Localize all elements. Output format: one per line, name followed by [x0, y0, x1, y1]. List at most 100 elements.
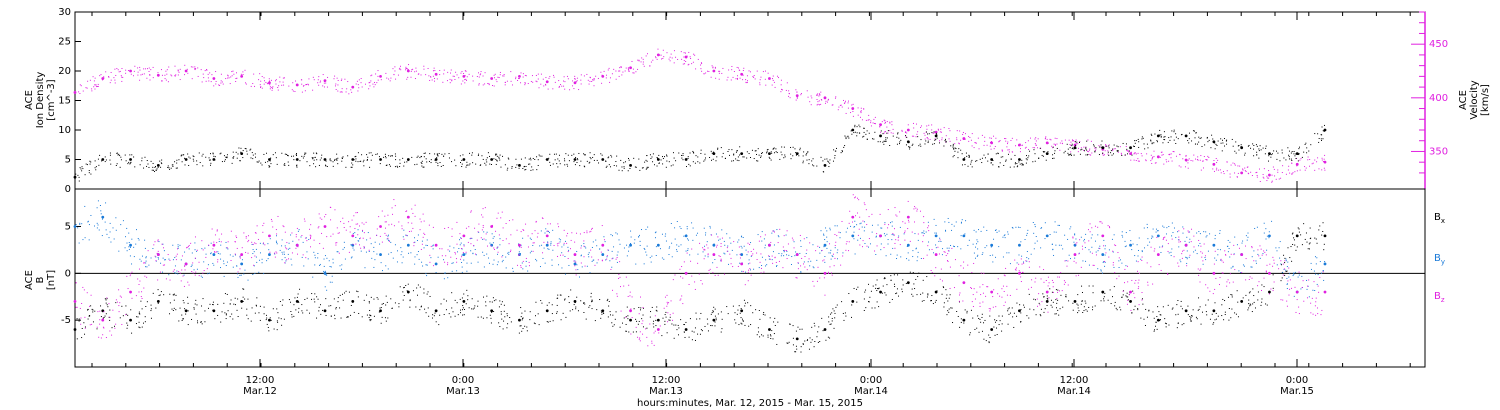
by-sample — [1057, 224, 1059, 226]
density-sample — [647, 166, 649, 168]
density-sample — [496, 153, 498, 155]
density-sample — [325, 165, 327, 167]
bx-sample — [146, 301, 148, 303]
velocity-sample — [1263, 168, 1265, 170]
by-sample — [864, 226, 866, 228]
density-sample — [239, 160, 241, 162]
velocity-sample — [443, 73, 445, 75]
density-sample — [90, 173, 92, 175]
bx-sample — [204, 310, 206, 312]
density-sample — [766, 152, 768, 154]
bz-sample — [89, 324, 91, 326]
bx-sample — [832, 308, 834, 310]
bx-sample — [1176, 327, 1178, 329]
velocity-sample — [807, 96, 809, 98]
by-sample — [81, 223, 83, 225]
velocity-sample — [915, 136, 917, 138]
velocity-sample — [1277, 171, 1279, 173]
bz-sample — [118, 311, 120, 313]
by-sample — [1307, 285, 1309, 287]
density-sample — [797, 152, 799, 154]
bx-sample — [1206, 314, 1208, 316]
by-sample — [227, 248, 229, 250]
density-series — [73, 124, 1327, 182]
density-sample — [128, 161, 130, 163]
velocity-sample — [254, 85, 256, 87]
density-sample — [1198, 141, 1200, 143]
by-sample — [829, 252, 831, 254]
by-sample — [324, 270, 326, 272]
by-sample — [967, 244, 969, 246]
by-sample — [824, 255, 826, 257]
velocity-sample — [1162, 154, 1164, 156]
velocity-sample — [495, 79, 497, 81]
density-sample — [943, 145, 945, 147]
velocity-sample — [242, 73, 244, 75]
velocity-sample — [650, 61, 652, 63]
density-sample — [877, 141, 879, 143]
bx-sample — [288, 299, 290, 301]
bx-sample — [207, 307, 209, 309]
bx-sample — [901, 291, 903, 293]
density-sample — [119, 155, 121, 157]
density-sample — [673, 157, 675, 159]
bx-sample — [1284, 262, 1286, 264]
density-sample — [557, 158, 559, 160]
velocity-sample — [478, 84, 480, 86]
bx-sample — [735, 322, 737, 324]
density-sample — [958, 148, 960, 150]
velocity-sample — [231, 75, 233, 77]
bx-sample — [774, 317, 776, 319]
by-sample — [314, 264, 316, 266]
density-sample — [892, 135, 894, 137]
velocity-sample — [1159, 156, 1161, 158]
by-sample — [251, 243, 253, 245]
bx-point — [406, 290, 410, 294]
bz-sample — [83, 289, 85, 291]
by-sample — [350, 244, 352, 246]
bx-sample — [175, 294, 177, 296]
density-sample — [1032, 161, 1034, 163]
density-sample — [944, 138, 946, 140]
density-sample — [347, 155, 349, 157]
by-sample — [141, 255, 143, 257]
velocity-axis-title-line2: Velocity — [1469, 80, 1480, 119]
density-sample — [1268, 155, 1270, 157]
velocity-sample — [1173, 151, 1175, 153]
velocity-sample — [192, 66, 194, 68]
velocity-sample — [1288, 165, 1290, 167]
bx-sample — [463, 293, 465, 295]
velocity-sample — [93, 80, 95, 82]
velocity-sample — [1088, 151, 1090, 153]
by-sample — [568, 264, 570, 266]
bx-sample — [477, 316, 479, 318]
density-sample — [184, 164, 186, 166]
by-sample — [453, 247, 455, 249]
by-sample — [1094, 240, 1096, 242]
density-sample — [536, 156, 538, 158]
density-sample — [682, 153, 684, 155]
density-sample — [856, 126, 858, 128]
velocity-sample — [1199, 159, 1201, 161]
density-sample — [589, 152, 591, 154]
velocity-sample — [99, 75, 101, 77]
velocity-sample — [375, 73, 377, 75]
velocity-sample — [1083, 146, 1085, 148]
velocity-sample — [937, 129, 939, 131]
velocity-sample — [1220, 172, 1222, 174]
bx-sample — [1263, 286, 1265, 288]
density-sample — [187, 153, 189, 155]
bx-sample — [1257, 299, 1259, 301]
velocity-point — [268, 81, 271, 85]
velocity-sample — [113, 77, 115, 79]
by-sample — [1026, 251, 1028, 253]
velocity-point — [962, 137, 966, 140]
by-sample — [518, 251, 520, 253]
velocity-sample — [213, 85, 215, 87]
density-point — [1018, 158, 1021, 161]
by-sample — [88, 224, 90, 226]
velocity-sample — [79, 84, 81, 86]
bx-sample — [721, 328, 723, 330]
bx-sample — [848, 293, 850, 295]
velocity-sample — [219, 84, 221, 86]
